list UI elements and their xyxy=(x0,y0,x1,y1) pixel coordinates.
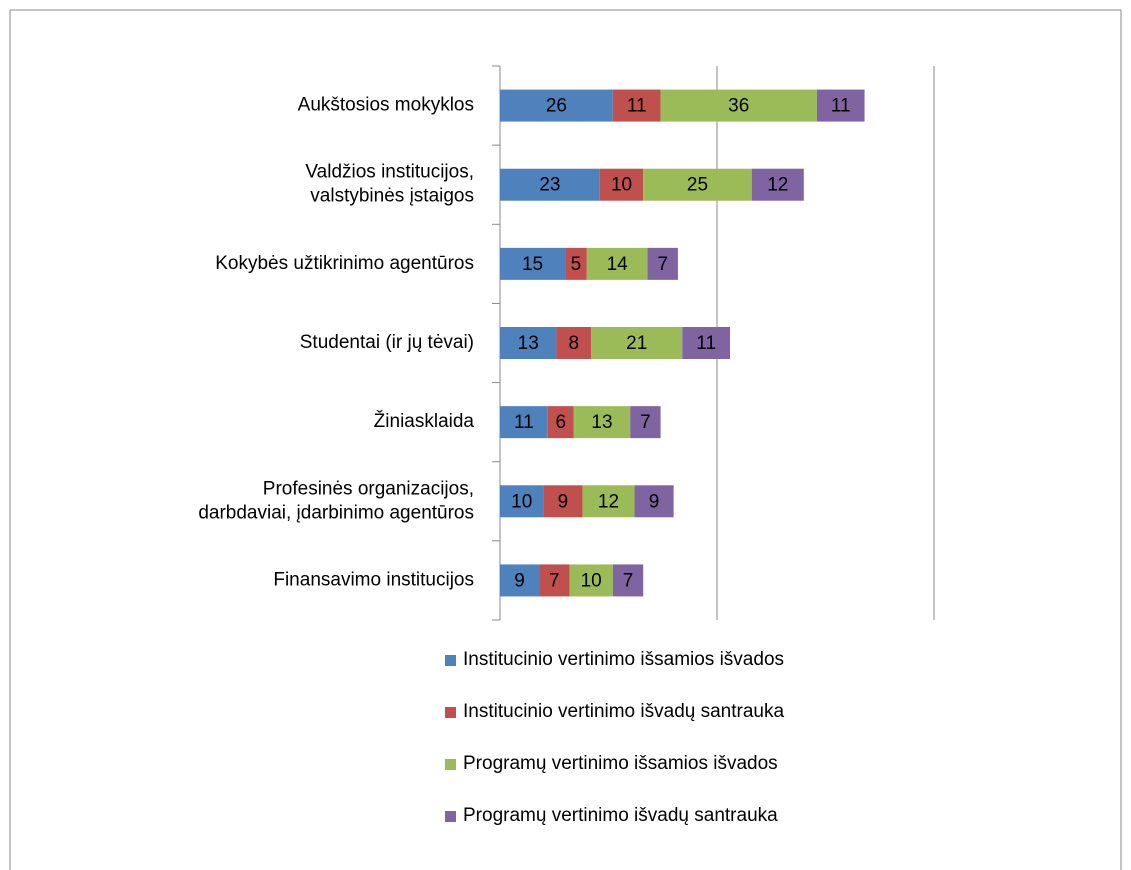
bar-segment xyxy=(500,168,600,201)
data-label: 10 xyxy=(611,175,632,196)
legend-label: Institucinio vertinimo išvadų santrauka xyxy=(463,701,784,722)
data-label: 36 xyxy=(728,96,749,117)
data-label: 9 xyxy=(649,491,660,512)
data-label: 10 xyxy=(511,491,532,512)
data-label: 21 xyxy=(626,333,647,354)
data-label: 7 xyxy=(623,570,634,591)
bar-segment xyxy=(573,406,631,439)
y-tick-label: Profesinės organizacijos, darbdaviai, įda… xyxy=(198,478,474,523)
bar-segment xyxy=(569,564,613,597)
legend-swatch xyxy=(445,811,456,822)
data-label: 26 xyxy=(546,96,567,117)
legend-label: Institucinio vertinimo išsamios išvados xyxy=(463,649,784,670)
bar-segment xyxy=(543,485,583,518)
data-label: 11 xyxy=(831,96,851,117)
legend-swatch xyxy=(445,759,456,770)
data-label: 25 xyxy=(687,175,708,196)
bar-segment xyxy=(599,168,644,201)
data-label: 7 xyxy=(549,570,560,591)
data-label: 8 xyxy=(568,333,579,354)
y-tick-label: Aukštosios mokyklos xyxy=(298,95,474,116)
data-label: 11 xyxy=(514,412,534,433)
data-label: 7 xyxy=(657,254,668,275)
data-label: 9 xyxy=(558,491,569,512)
bar-segment xyxy=(500,485,544,518)
data-label: 5 xyxy=(571,254,582,275)
data-label: 7 xyxy=(640,412,651,433)
legend-swatch xyxy=(445,707,456,718)
bar-segment xyxy=(500,564,540,597)
legend-label: Programų vertinimo išsamios išvados xyxy=(463,753,778,774)
bar-segment xyxy=(612,89,661,122)
data-label: 11 xyxy=(696,333,716,354)
y-tick-label: Valdžios institucijos, valstybinės įstaig… xyxy=(305,162,474,207)
bar-segment xyxy=(500,327,557,359)
y-tick-label: Studentai (ir jų tėvai) xyxy=(300,332,474,353)
data-label: 12 xyxy=(598,491,619,512)
bar-segment xyxy=(586,247,648,280)
y-tick-label: Žiniasklaida xyxy=(374,410,475,432)
bar-segment xyxy=(682,327,731,359)
bar-segment xyxy=(565,247,587,280)
y-tick-label: Kokybės užtikrinimo agentūros xyxy=(215,253,474,274)
bar-segment xyxy=(500,406,548,439)
data-label: 9 xyxy=(514,570,525,591)
bar-segment xyxy=(647,247,678,280)
data-label: 6 xyxy=(555,412,566,433)
bar-segment xyxy=(751,168,804,201)
bar-segment xyxy=(500,89,613,122)
data-label: 14 xyxy=(607,254,629,275)
bar-segment xyxy=(547,406,574,439)
legend-label: Programų vertinimo išvadų santrauka xyxy=(463,805,778,826)
data-label: 10 xyxy=(581,570,602,591)
bar-segment xyxy=(539,564,570,597)
bar-segment xyxy=(630,406,661,439)
bar-segment xyxy=(591,327,683,359)
data-label: 13 xyxy=(591,412,612,433)
data-label: 12 xyxy=(767,175,788,196)
y-tick-label: Finansavimo institucijos xyxy=(273,569,474,590)
data-label: 13 xyxy=(518,333,539,354)
bar-segment xyxy=(643,168,752,201)
data-label: 11 xyxy=(627,96,647,117)
bar-segment xyxy=(582,485,635,518)
bar-segment xyxy=(556,327,592,359)
legend-swatch xyxy=(445,655,456,666)
bar-segment xyxy=(634,485,674,518)
bar-segment xyxy=(612,564,644,597)
bar-segment xyxy=(816,89,865,122)
data-label: 23 xyxy=(539,175,560,196)
data-label: 15 xyxy=(522,254,543,275)
bar-segment xyxy=(500,247,566,280)
bar-segment xyxy=(660,89,817,122)
